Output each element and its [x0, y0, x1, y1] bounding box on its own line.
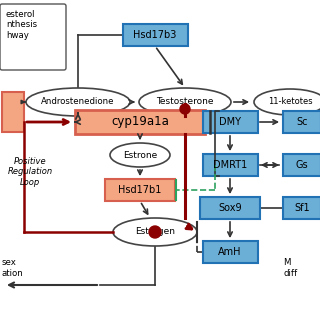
- Ellipse shape: [254, 89, 320, 115]
- Text: Hsd17b1: Hsd17b1: [118, 185, 162, 195]
- Text: M
diff: M diff: [283, 258, 297, 278]
- Ellipse shape: [139, 88, 231, 116]
- Text: esterol
nthesis
hway: esterol nthesis hway: [6, 10, 37, 40]
- Text: Sc: Sc: [296, 117, 308, 127]
- Text: DMRT1: DMRT1: [213, 160, 247, 170]
- FancyBboxPatch shape: [203, 111, 258, 133]
- FancyBboxPatch shape: [203, 241, 258, 263]
- Text: cyp19a1a: cyp19a1a: [111, 116, 169, 129]
- Text: Hsd17b3: Hsd17b3: [133, 30, 177, 40]
- Ellipse shape: [26, 88, 130, 116]
- Text: DMY: DMY: [219, 117, 241, 127]
- FancyBboxPatch shape: [2, 92, 24, 132]
- Text: AmH: AmH: [218, 247, 242, 257]
- FancyBboxPatch shape: [283, 197, 320, 219]
- Ellipse shape: [113, 218, 197, 246]
- Circle shape: [149, 226, 161, 238]
- Text: Gs: Gs: [296, 160, 308, 170]
- Text: sex
ation: sex ation: [2, 258, 24, 278]
- Text: Sox9: Sox9: [218, 203, 242, 213]
- Text: Estrogen: Estrogen: [135, 228, 175, 236]
- FancyBboxPatch shape: [75, 110, 205, 134]
- Text: Estrone: Estrone: [123, 150, 157, 159]
- Text: Positive
Regulation
Loop: Positive Regulation Loop: [7, 157, 52, 187]
- FancyBboxPatch shape: [203, 154, 258, 176]
- FancyBboxPatch shape: [200, 197, 260, 219]
- FancyBboxPatch shape: [283, 154, 320, 176]
- FancyBboxPatch shape: [283, 111, 320, 133]
- FancyBboxPatch shape: [123, 24, 188, 46]
- Ellipse shape: [110, 143, 170, 167]
- Circle shape: [180, 104, 190, 114]
- Text: Androstenedione: Androstenedione: [41, 98, 115, 107]
- FancyBboxPatch shape: [0, 4, 66, 70]
- Text: Sf1: Sf1: [294, 203, 310, 213]
- FancyBboxPatch shape: [105, 179, 175, 201]
- Text: 11-ketotes: 11-ketotes: [268, 98, 312, 107]
- Text: Testosterone: Testosterone: [156, 98, 214, 107]
